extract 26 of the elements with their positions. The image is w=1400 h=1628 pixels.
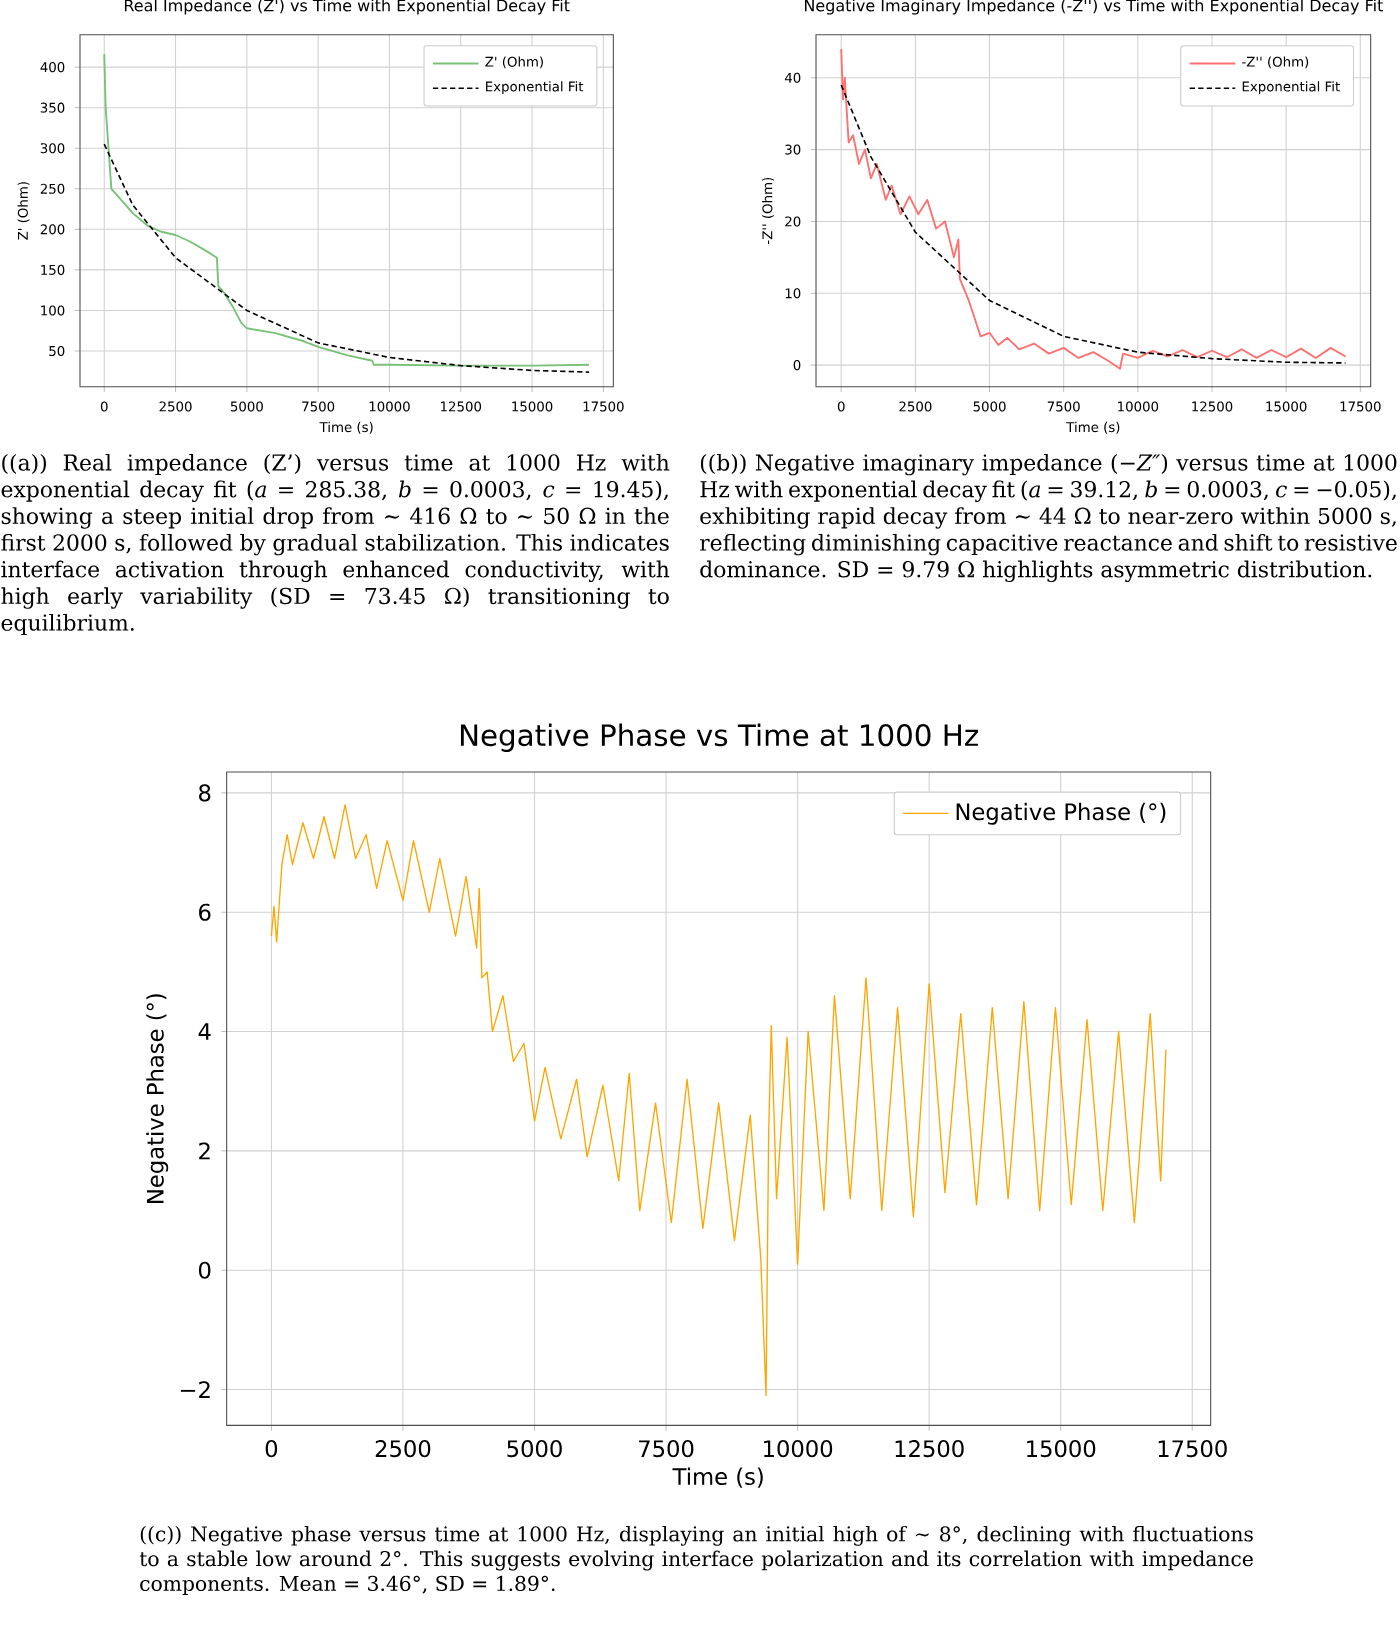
line-series [103,143,590,373]
x-axis-title: Time (s) [672,1467,763,1488]
y-axis-title: Negative Phase (°) [146,994,169,1203]
x-tick-label: 15000 [1027,1440,1096,1458]
x-tick-label: 12500 [895,1440,964,1458]
x-tick-label: 7500 [639,1440,694,1458]
y-tick-label: 2 [199,1142,210,1160]
chart-title: Real Impedance (Z') vs Time with Exponential Decay Fit [124,0,570,15]
chart-title: Negative Imaginary Impedance (-Z'') vs Time with Exponential Decay Fit [805,0,1383,15]
line-series [103,53,591,367]
y-tick-label: −2 [180,1381,210,1398]
chart-title: Negative Phase vs Time at 1000 Hz [460,723,978,752]
x-tick-label: 17500 [1158,1440,1227,1458]
y-tick-label: 0 [199,1261,211,1279]
text: ((b)) Negative imaginary impedance (−Z″) versus time at 1000 Hz with exponential decay fit (a = 39.12, b = 0.0003, c = −0.05), exhibiting rapid decay from ∼ 44 Ω to near-zero within 5000 s, reflecting diminishing capacitive reactance and shift to resistive dominance. SD = 9.79 Ω highlights asymmetric distribution. [700,453,1397,583]
x-tick-label: 2500 [375,1440,431,1458]
line-series [270,804,1167,1397]
y-tick-label: 4 [198,1023,211,1040]
y-tick-label: 6 [199,903,211,921]
legend-label: Negative Phase (°) [956,802,1166,825]
x-tick-label: 0 [265,1440,278,1458]
x-tick-label: 5000 [507,1440,562,1458]
text: ((c)) Negative phase versus time at 1000 Hz, displaying an initial high of ∼ 8°, declining with fluctuations to a stable low around 2°. This suggests evolving interface polarization and its correlation with impedance components. Mean = 3.46°, SD = 1.89°. [139,1525,1253,1595]
y-tick-label: 8 [199,784,211,802]
x-tick-label: 10000 [764,1440,833,1458]
text: ((a)) Real impedance (Z’) versus time at 1000 Hz with exponential decay fit (a = 285.38, b = 0.0003, c = 19.45), showing a steep initial drop from ∼ 416 Ω to ∼ 50 Ω in the first 2000 s, followed by gradual stabilization. This indicates interface activation through enhanced conductivity, with high early variability (SD = 73.45 Ω) transitioning to equilibrium. [1,453,670,636]
